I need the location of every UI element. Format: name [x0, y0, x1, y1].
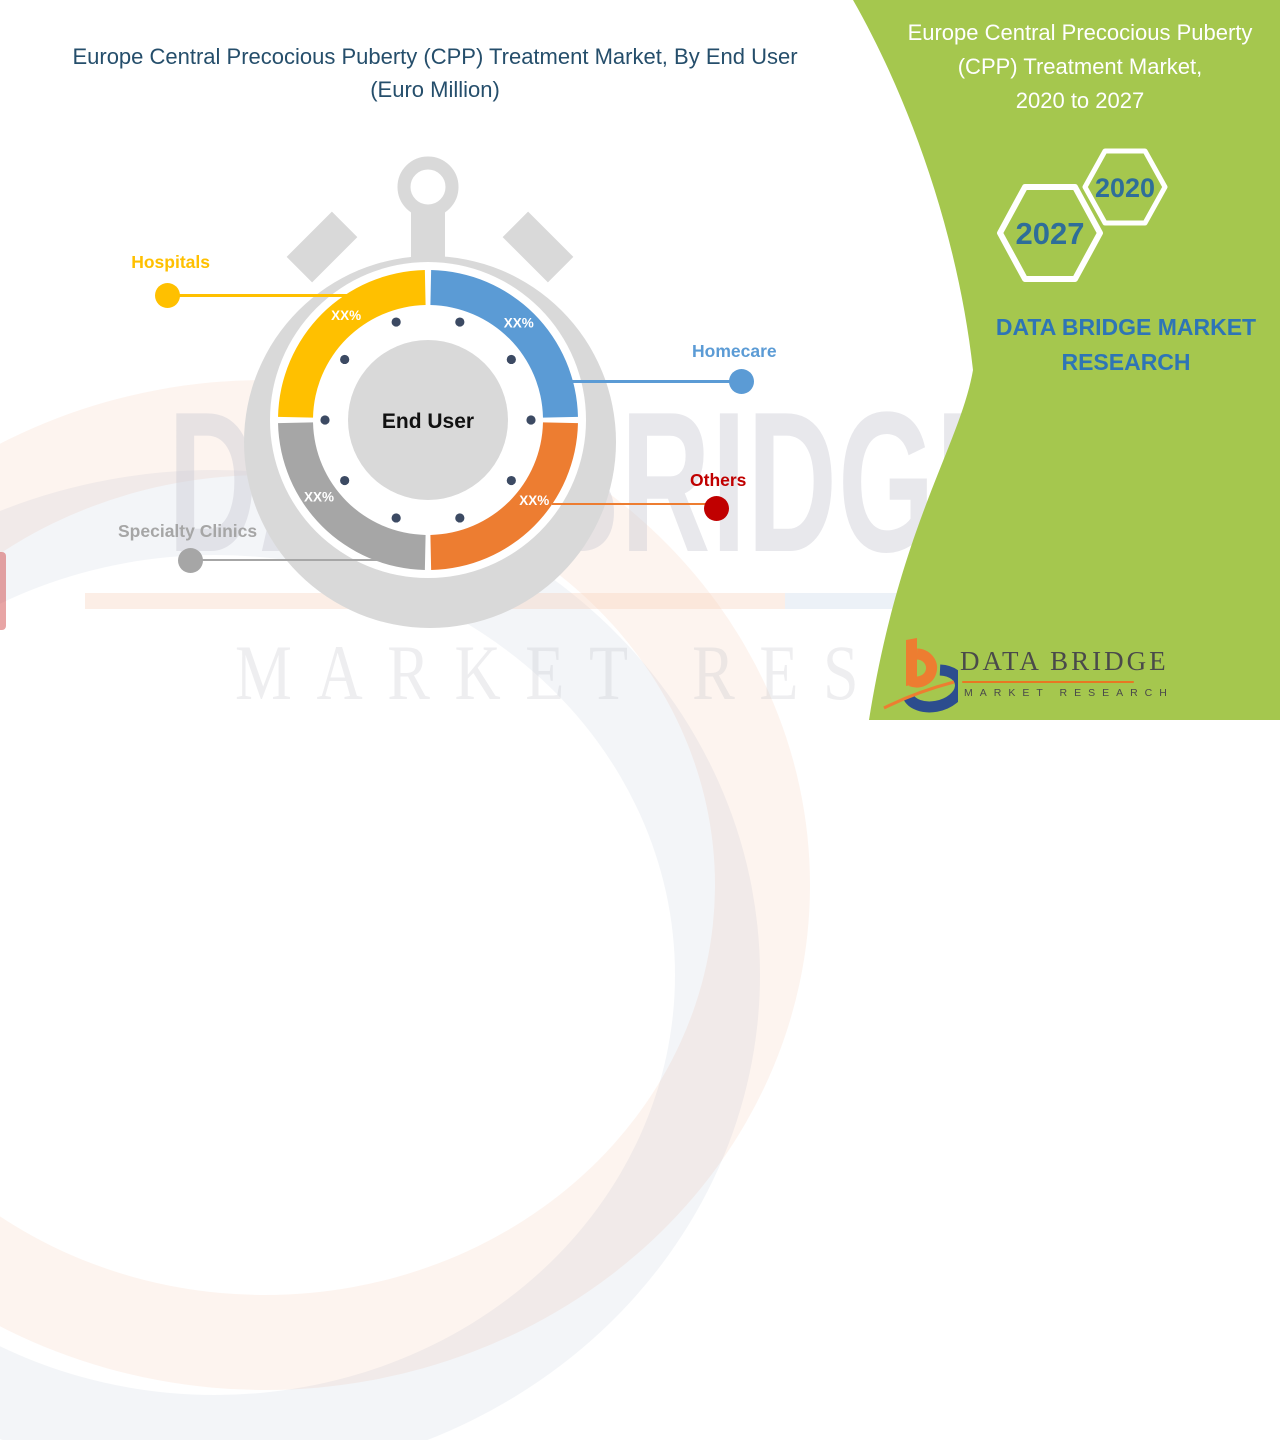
page-title-line2: (Euro Million) [370, 77, 500, 102]
logo-rule [962, 681, 1134, 683]
tick-dot [455, 317, 465, 327]
tick-dot [526, 415, 536, 425]
stopwatch-left-button [286, 211, 358, 283]
donut-percent-label-3: XX% [304, 489, 334, 504]
brand-text: DATA BRIDGE MARKET RESEARCH [950, 310, 1280, 380]
hexagon-2020 [1082, 148, 1168, 226]
tick-dot [455, 513, 465, 523]
logo-subtitle: MARKET RESEARCH [964, 687, 1174, 699]
donut-percent-label-0: XX% [331, 308, 361, 323]
callout-line-others [552, 503, 714, 505]
callout-dot-others [704, 496, 729, 521]
green-panel-heading: Europe Central Precocious Puberty (CPP) … [902, 16, 1258, 118]
donut-layer: XX% XX% XX% XX% [278, 270, 578, 570]
tick-dot [320, 415, 330, 425]
callout-label-homecare: Homecare [692, 341, 777, 361]
stopwatch-donut-chart: XX% XX% XX% XX% End User [244, 156, 616, 628]
callout-label-hospitals: Hospitals [131, 252, 210, 272]
green-heading-line1: Europe Central Precocious Puberty [907, 20, 1253, 45]
stopwatch-stem [411, 208, 445, 258]
tick-dot [340, 354, 350, 365]
donut-segment-others [430, 422, 578, 570]
green-heading-line2: (CPP) Treatment Market, [957, 54, 1203, 79]
green-panel-shape [853, 0, 1280, 720]
donut-segment-hospitals [278, 270, 426, 418]
donut-center-circle [348, 340, 508, 500]
hexagon-2027 [997, 184, 1103, 282]
callout-line-specialty-clinics [200, 559, 396, 561]
year-hexagons: 2020 2027 [997, 148, 1168, 282]
callout-dot-hospitals [155, 283, 180, 308]
logo-b-icon [883, 638, 958, 713]
callout-label-specialty-clinics: Specialty Clinics [118, 521, 258, 541]
callout-line-homecare [572, 380, 740, 383]
callout-dot-specialty-clinics [178, 548, 203, 573]
year-back-label: 2020 [1095, 173, 1155, 203]
page-title: Europe Central Precocious Puberty (CPP) … [30, 40, 840, 106]
watermark-red-sliver [0, 552, 6, 630]
logo: DATA BRIDGE MARKET RESEARCH [878, 632, 1167, 717]
callout-label-others: Others [690, 470, 747, 490]
brand-text-line2: RESEARCH [1061, 349, 1191, 375]
callout-line-hospitals [170, 294, 348, 297]
donut-segment-specialty-clinics [278, 422, 426, 570]
tick-dot [391, 317, 401, 327]
donut-center-label: End User [382, 410, 474, 433]
page-title-line1: Europe Central Precocious Puberty (CPP) … [72, 44, 798, 69]
donut-segment-homecare [430, 270, 578, 418]
green-panel [853, 0, 1280, 720]
tick-dot [391, 513, 401, 523]
tick-dot [506, 354, 516, 365]
callout-dot-homecare [729, 369, 754, 394]
donut-percent-label-1: XX% [504, 316, 534, 331]
donut-percent-label-2: XX% [519, 493, 549, 508]
tick-dot [340, 475, 350, 486]
stopwatch-crown-icon [397, 156, 459, 218]
green-heading-line3: 2020 to 2027 [1015, 88, 1145, 113]
tick-dot [506, 475, 516, 486]
stopwatch-right-button [502, 211, 574, 283]
logo-name: DATA BRIDGE [960, 646, 1169, 676]
year-front-label: 2027 [1016, 216, 1085, 251]
brand-text-line1: DATA BRIDGE MARKET [995, 314, 1257, 340]
